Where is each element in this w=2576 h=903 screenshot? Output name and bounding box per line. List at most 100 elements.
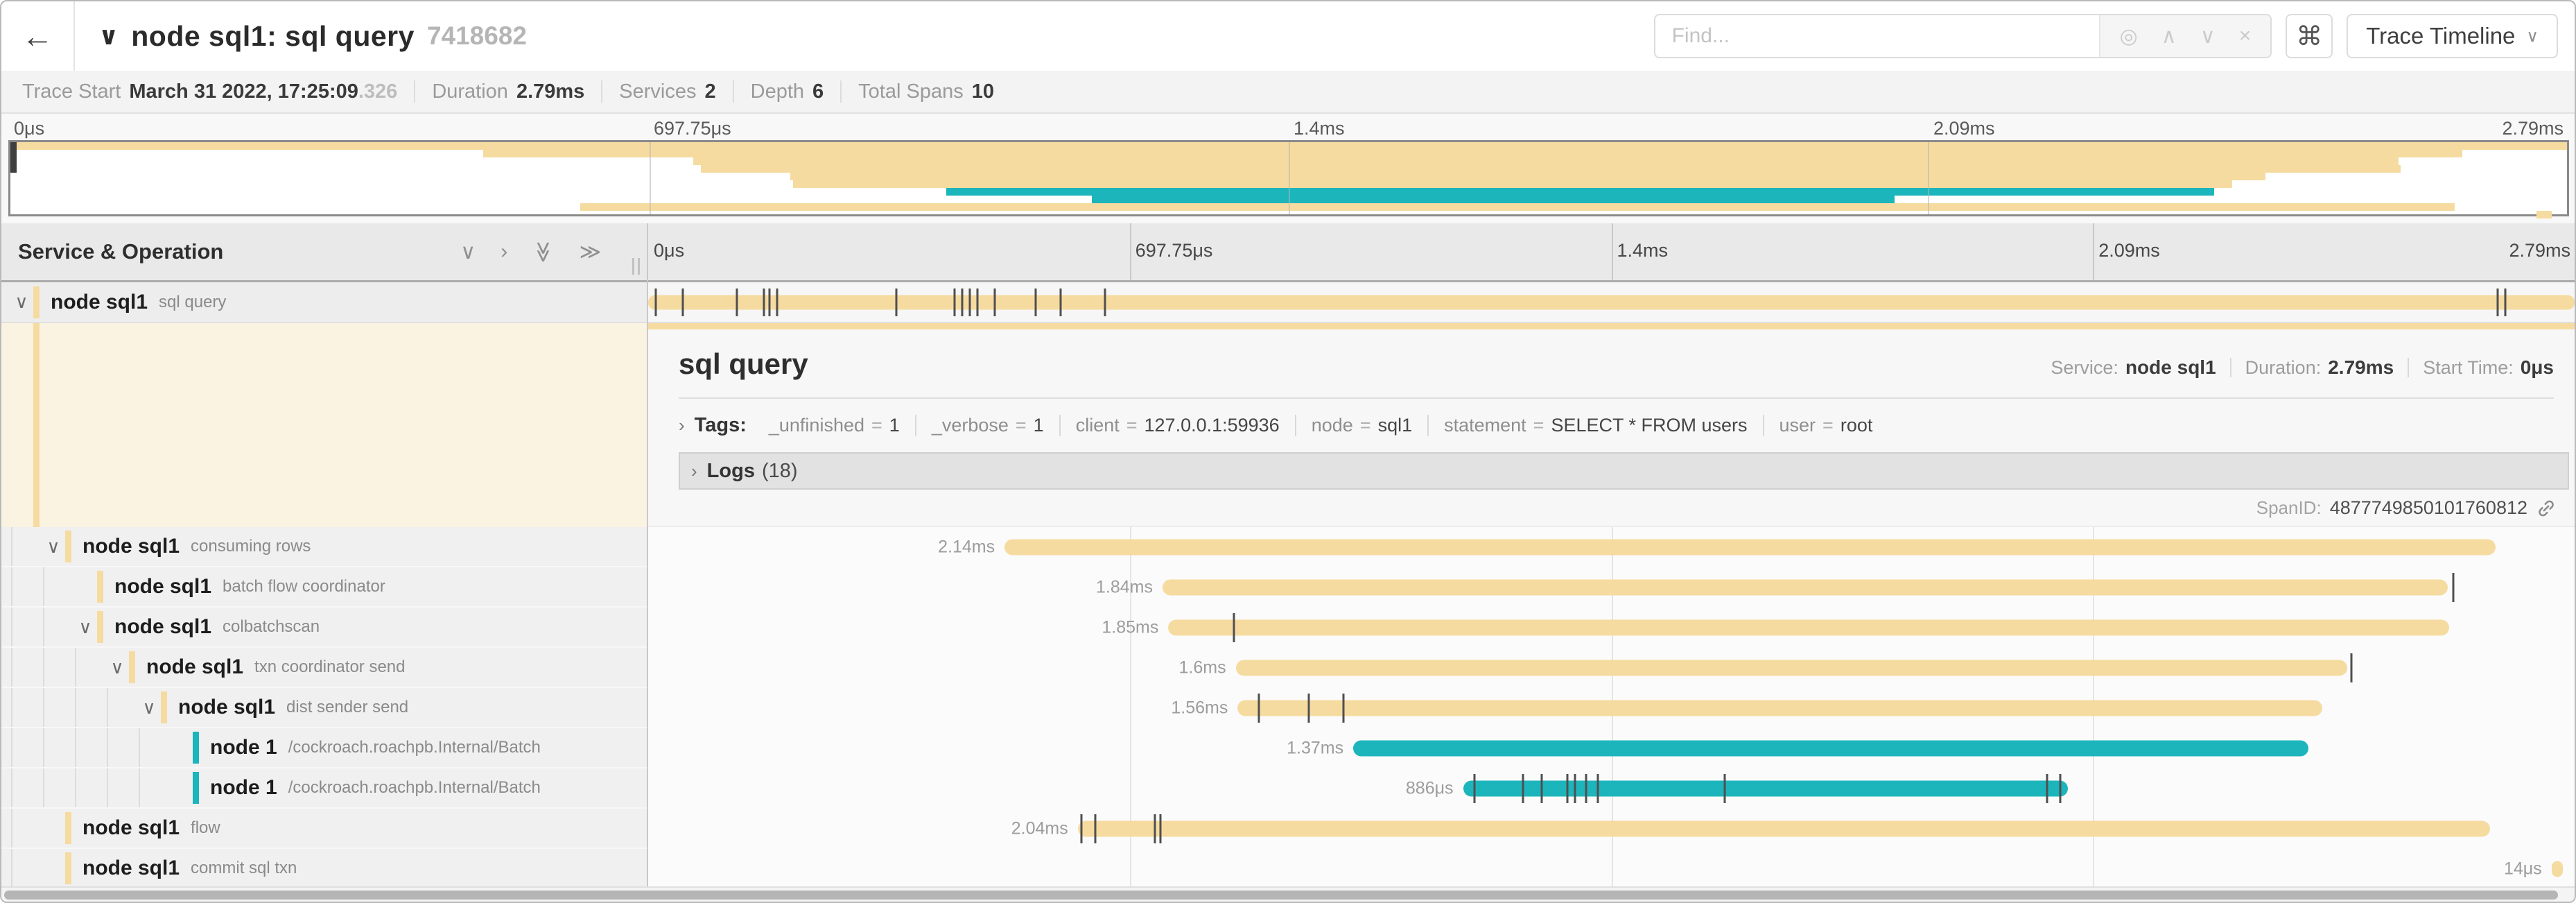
expand-one-icon[interactable]: ›: [501, 240, 508, 263]
trace-view-selector[interactable]: Trace Timeline ∨: [2347, 14, 2558, 58]
trace-collapse-icon[interactable]: ∨: [98, 22, 119, 50]
span-log-tick[interactable]: [776, 288, 778, 316]
collapse-one-icon[interactable]: ∨: [460, 240, 476, 264]
span-bar[interactable]: [648, 295, 2575, 309]
span-bar[interactable]: [1463, 780, 2069, 797]
span-log-tick[interactable]: [1154, 814, 1156, 843]
span-log-tick[interactable]: [654, 288, 657, 316]
horizontal-scrollbar[interactable]: [1, 886, 2575, 902]
tags-expander-icon[interactable]: ›: [679, 415, 685, 436]
span-log-tick[interactable]: [2350, 653, 2353, 682]
span-tree-row[interactable]: node sql1 batch flow coordinator: [1, 567, 647, 608]
scrollbar-thumb[interactable]: [4, 891, 2558, 900]
span-bar[interactable]: [1353, 740, 2309, 757]
span-tree-row[interactable]: ∨ node sql1 txn coordinator send: [1, 648, 647, 688]
viewport-drag-handle[interactable]: [10, 142, 17, 173]
timeline-span-row[interactable]: 2.14ms: [648, 527, 2575, 567]
timeline-span-row[interactable]: 1.84ms: [648, 567, 2575, 608]
span-log-tick[interactable]: [1104, 288, 1106, 316]
timeline-span-row[interactable]: 1.6ms: [648, 648, 2575, 688]
pane-resize-handle[interactable]: [632, 258, 640, 275]
span-log-tick[interactable]: [1257, 694, 1260, 723]
span-log-tick[interactable]: [763, 288, 765, 316]
span-log-tick[interactable]: [736, 288, 738, 316]
copy-link-icon[interactable]: [2536, 498, 2557, 519]
span-tag[interactable]: _unfinished = 1: [754, 415, 915, 436]
span-log-tick[interactable]: [993, 288, 996, 316]
span-tree-row[interactable]: ∨ node sql1 consuming rows: [1, 527, 647, 567]
clear-search-icon[interactable]: ×: [2238, 24, 2252, 47]
span-log-tick[interactable]: [1034, 288, 1037, 316]
span-bar[interactable]: [1162, 579, 2448, 596]
span-toggle-icon[interactable]: ∨: [78, 616, 92, 637]
span-tag[interactable]: _verbose = 1: [914, 415, 1059, 436]
span-log-tick[interactable]: [1585, 774, 1587, 803]
span-log-tick[interactable]: [681, 288, 684, 316]
span-tree-row[interactable]: node 1/cockroach.roachpb.Internal/Batch: [1, 728, 647, 768]
span-log-tick[interactable]: [768, 288, 771, 316]
span-log-tick[interactable]: [1522, 774, 1524, 803]
keyboard-shortcuts-button[interactable]: ⌘: [2286, 14, 2333, 58]
span-log-tick[interactable]: [895, 288, 898, 316]
span-log-tick[interactable]: [1723, 774, 1726, 803]
span-toggle-icon[interactable]: ∨: [110, 656, 124, 678]
span-log-tick[interactable]: [961, 288, 964, 316]
span-log-tick[interactable]: [2059, 774, 2062, 803]
span-toggle-icon[interactable]: ∨: [15, 291, 28, 312]
timeline-span-row[interactable]: 1.56ms: [648, 688, 2575, 728]
locate-icon[interactable]: ◎: [2119, 24, 2138, 48]
span-bar[interactable]: [2551, 861, 2564, 877]
prev-result-icon[interactable]: ∧: [2161, 24, 2177, 48]
span-log-tick[interactable]: [1574, 774, 1576, 803]
span-log-tick[interactable]: [953, 288, 956, 316]
span-tag[interactable]: user = root: [1762, 415, 1888, 436]
span-tree-row[interactable]: node 1/cockroach.roachpb.Internal/Batch: [1, 768, 647, 809]
span-bar[interactable]: [1077, 820, 2490, 837]
span-toggle-icon[interactable]: ∨: [46, 535, 60, 557]
span-tree-row[interactable]: node sql1 commit sql txn: [1, 849, 647, 889]
timeline-span-row[interactable]: 14μs: [648, 849, 2575, 889]
span-tree-row[interactable]: ∨ node sql1 dist sender send: [1, 688, 647, 728]
span-log-tick[interactable]: [1094, 814, 1097, 843]
span-log-tick[interactable]: [968, 288, 971, 316]
collapse-all-icon[interactable]: ≫: [532, 241, 555, 263]
span-toggle-icon[interactable]: ∨: [142, 696, 156, 718]
next-result-icon[interactable]: ∨: [2200, 24, 2216, 48]
span-bar[interactable]: [1168, 619, 2450, 636]
timeline-span-row[interactable]: 1.37ms: [648, 728, 2575, 768]
span-tag[interactable]: statement = SELECT * FROM users: [1427, 415, 1762, 436]
minimap-viewport[interactable]: [8, 140, 2569, 218]
span-log-tick[interactable]: [2496, 288, 2499, 316]
span-log-tick[interactable]: [1596, 774, 1599, 803]
span-log-tick[interactable]: [1566, 774, 1569, 803]
span-log-tick[interactable]: [2504, 288, 2507, 316]
span-log-tick[interactable]: [1159, 814, 1162, 843]
logs-expander[interactable]: › Logs (18): [679, 452, 2569, 490]
span-log-tick[interactable]: [1342, 694, 1345, 723]
span-log-tick[interactable]: [1080, 814, 1083, 843]
span-log-tick[interactable]: [1233, 613, 1235, 642]
span-log-tick[interactable]: [2046, 774, 2048, 803]
span-tag[interactable]: client = 127.0.0.1:59936: [1059, 415, 1295, 436]
span-tree-row[interactable]: ∨ node sql1 sql query: [1, 282, 647, 323]
span-tree-row[interactable]: ∨ node sql1 colbatchscan: [1, 608, 647, 648]
span-log-tick[interactable]: [1540, 774, 1543, 803]
find-input[interactable]: [1655, 15, 2099, 57]
expand-all-icon[interactable]: ≫: [579, 240, 601, 264]
span-log-tick[interactable]: [976, 288, 979, 316]
span-bar[interactable]: [1237, 700, 2322, 716]
span-log-tick[interactable]: [1059, 288, 1062, 316]
back-button[interactable]: ←: [1, 1, 75, 71]
timeline-span-row[interactable]: 886μs: [648, 768, 2575, 809]
timeline-span-row[interactable]: 2.04ms: [648, 809, 2575, 849]
timeline-span-row[interactable]: 1.85ms: [648, 608, 2575, 648]
span-bar[interactable]: [1004, 539, 2496, 556]
span-tree-row[interactable]: node sql1 flow: [1, 809, 647, 849]
span-log-tick[interactable]: [1307, 694, 1310, 723]
timeline-span-row[interactable]: [648, 282, 2575, 323]
span-bar[interactable]: [1235, 660, 2348, 676]
span-log-tick[interactable]: [1473, 774, 1476, 803]
tags-label[interactable]: Tags:: [694, 414, 747, 436]
span-log-tick[interactable]: [2452, 573, 2455, 602]
span-tag[interactable]: node = sql1: [1294, 415, 1427, 436]
